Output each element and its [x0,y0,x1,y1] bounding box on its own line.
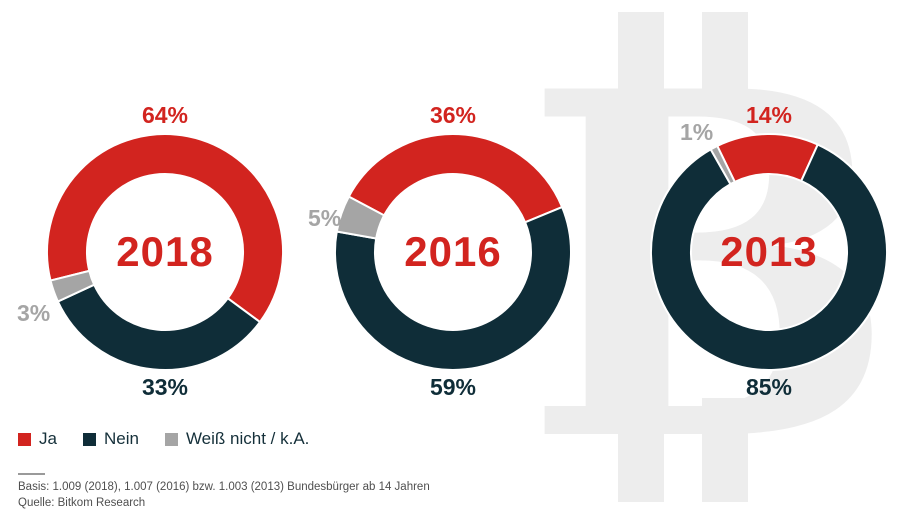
weiss-nicht-swatch-icon [164,432,178,446]
legend: Ja Nein Weiß nicht / k.A. [18,429,309,449]
donut-ring-2018 [46,132,284,371]
footer: Basis: 1.009 (2018), 1.007 (2016) bzw. 1… [18,479,430,511]
nein-value-label-2018: 33% [141,374,189,400]
ja-value-label-2016: 36% [429,102,477,128]
donut-chart-2013: 2013 14% 85% 1% [619,102,900,402]
donut-ring-2016 [334,133,572,371]
ja-value-label-2013: 14% [745,102,793,128]
chart-year-label-2018: 2018 [116,228,214,275]
legend-item-ja: Ja [18,429,57,449]
weiss-nicht-value-label-2018: 3% [17,300,51,326]
chart-year-label-2013: 2013 [720,228,818,275]
weiss-nicht-value-label-2013: 1% [680,119,714,145]
chart-year-label-2016: 2016 [404,228,502,275]
footer-divider [18,473,45,475]
legend-item-weiss-nicht: Weiß nicht / k.A. [164,429,310,449]
legend-item-nein: Nein [82,429,139,449]
legend-label-weiss-nicht: Weiß nicht / k.A. [185,429,310,448]
source-note: Quelle: Bitkom Research [18,497,146,509]
legend-label-ja: Ja [39,429,57,448]
donut-segment-2016-ja [347,133,564,224]
nein-value-label-2013: 85% [745,374,793,400]
donut-segment-2016-nein [334,205,572,371]
basis-note: Basis: 1.009 (2018), 1.007 (2016) bzw. 1… [18,481,430,493]
donut-chart-2018: 2018 64% 33% 3% [15,102,315,402]
donut-segment-2016-weiss_nicht [335,195,386,240]
legend-label-nein: Nein [103,429,139,448]
nein-swatch-icon [82,432,96,446]
donut-ring-2013 [650,133,888,371]
donut-segment-2013-weiss_nicht [709,144,737,186]
donut-chart-2016: 2016 36% 59% 5% [303,102,603,402]
ja-value-label-2018: 64% [141,102,189,128]
donut-segment-2018-nein [56,283,262,371]
donut-segment-2018-weiss_nicht [49,269,96,303]
donut-segment-2013-nein [650,143,888,371]
weiss-nicht-value-label-2016: 5% [308,205,342,231]
donut-segment-2018-ja [46,132,284,324]
nein-value-label-2016: 59% [429,374,477,400]
ja-swatch-icon [18,432,31,446]
